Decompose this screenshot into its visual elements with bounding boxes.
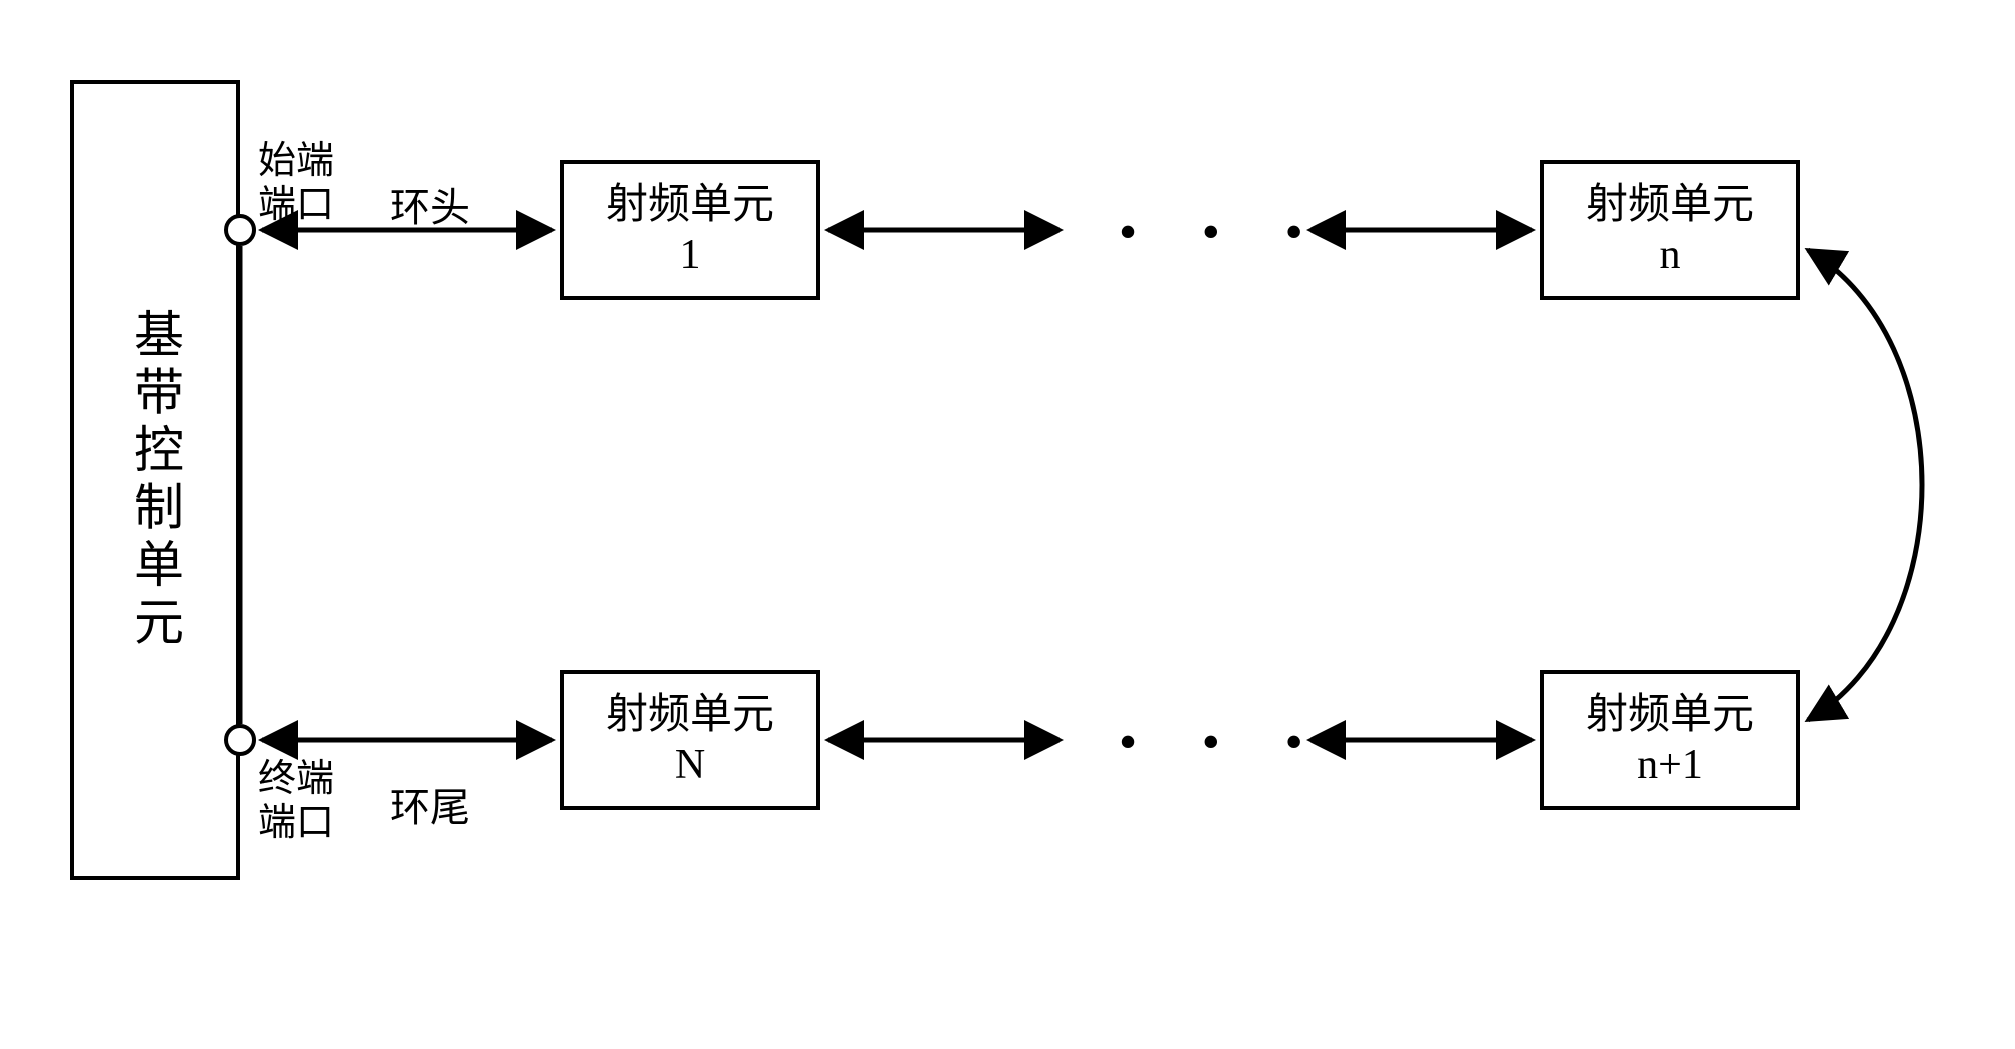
rf-unit-n-plus-1-suffix: n+1 — [1637, 740, 1703, 790]
end-port-label-line2: 端口 — [258, 802, 334, 846]
ring-tail-label: 环尾 — [390, 775, 470, 833]
start-port-label-line2: 端口 — [258, 184, 334, 228]
ellipsis-top: • • • — [1120, 205, 1329, 258]
start-port-label-line1: 始端 — [258, 140, 334, 184]
ring-head-label: 环头 — [390, 175, 470, 233]
rf-unit-n: 射频单元 n — [1540, 160, 1800, 300]
rf-unit-n-plus-1: 射频单元 n+1 — [1540, 670, 1800, 810]
end-port-label-line1: 终端 — [258, 758, 334, 802]
rf-unit-1-suffix: 1 — [680, 230, 701, 280]
rf-unit-n-label: 射频单元 — [1586, 180, 1754, 230]
rf-unit-1: 射频单元 1 — [560, 160, 820, 300]
end-port-label: 终端 端口 — [258, 758, 334, 845]
rf-unit-n-suffix: n — [1660, 230, 1681, 280]
start-port-label: 始端 端口 — [258, 140, 334, 227]
rf-unit-N-label: 射频单元 — [606, 690, 774, 740]
start-port — [224, 214, 256, 246]
baseband-control-unit-label: 基带控制单元 — [119, 308, 191, 653]
baseband-control-unit: 基带控制单元 — [70, 80, 240, 880]
end-port — [224, 724, 256, 756]
edge-rfn-to-rfnp1-curve — [1808, 250, 1922, 720]
rf-unit-n-plus-1-label: 射频单元 — [1586, 690, 1754, 740]
rf-unit-N: 射频单元 N — [560, 670, 820, 810]
rf-unit-1-label: 射频单元 — [606, 180, 774, 230]
ellipsis-bottom: • • • — [1120, 715, 1329, 768]
rf-unit-N-suffix: N — [675, 740, 705, 790]
